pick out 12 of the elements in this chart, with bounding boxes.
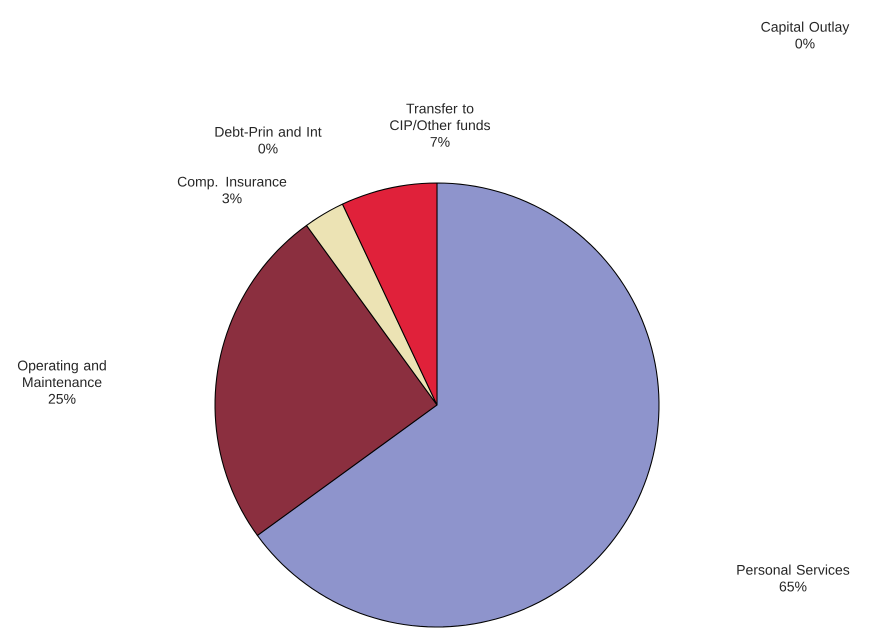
slice-label: Personal Services [737, 564, 850, 575]
text: 0% [258, 144, 278, 154]
data-label: 3% [222, 193, 242, 204]
category-label: Capital Outlay [761, 22, 850, 35]
data-label: 65% [780, 582, 806, 592]
data-label: 7% [430, 136, 450, 147]
slice-label: Operating and Maintenance [18, 360, 106, 388]
slice-label: Comp. Insurance [178, 176, 286, 190]
category-label: Debt-Prin and Int [215, 126, 322, 137]
text: 0% [795, 38, 815, 48]
data-label: 25% [48, 394, 76, 404]
slice-label: Transfer to CIP/Other funds [390, 103, 490, 130]
